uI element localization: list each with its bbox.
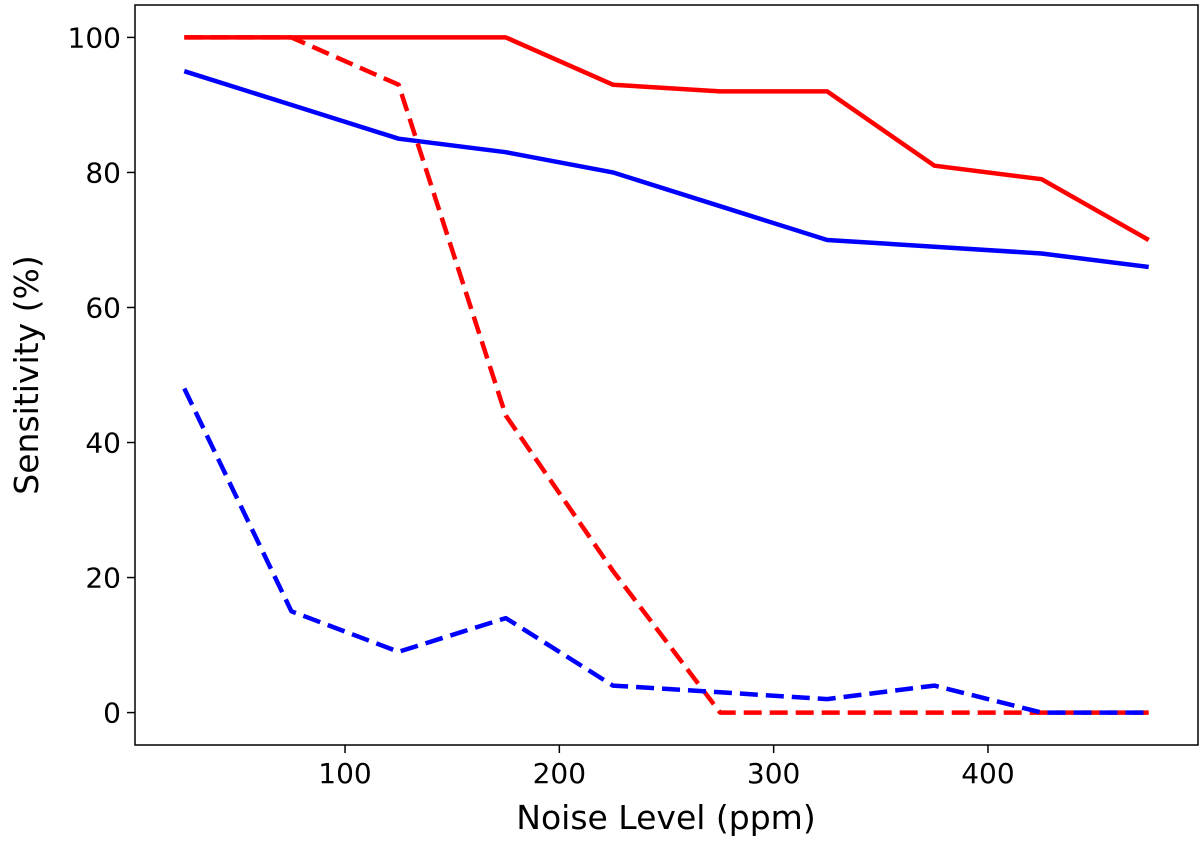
x-tick-label: 100	[318, 757, 371, 790]
x-axis-label: Noise Level (ppm)	[516, 798, 815, 837]
y-tick-label: 60	[85, 291, 121, 324]
series-layer	[182, 35, 1150, 715]
y-axis-label: Sensitivity (%)	[7, 255, 46, 494]
series-line-blue-solid	[183, 69, 1149, 270]
y-tick-label: 0	[103, 697, 121, 730]
x-tick-label: 400	[961, 757, 1014, 790]
x-tick-label: 300	[747, 757, 800, 790]
series-line-blue-dashed	[182, 387, 1149, 715]
y-axis-ticks: 0 20 40 60 80 100	[68, 21, 135, 730]
y-tick-label: 100	[68, 21, 121, 54]
y-tick-label: 80	[85, 156, 121, 189]
y-tick-label: 20	[85, 562, 121, 595]
series-line-red-solid	[184, 35, 1150, 242]
x-axis-ticks: 100 200 300 400	[318, 745, 1015, 790]
y-tick-label: 40	[85, 427, 121, 460]
x-tick-label: 200	[533, 757, 586, 790]
series-line-red-dashed	[184, 35, 1149, 715]
plot-frame	[134, 4, 1199, 746]
